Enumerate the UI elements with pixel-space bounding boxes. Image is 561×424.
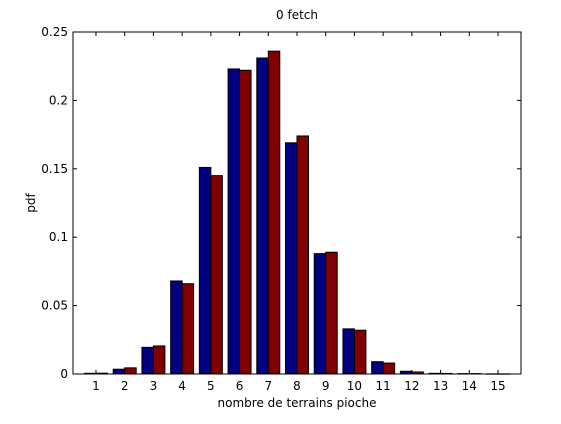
x-tick-label-13: 13 xyxy=(433,379,448,393)
x-tick-label-4: 4 xyxy=(178,379,186,393)
bar-series-2-5 xyxy=(211,176,222,374)
x-tick-label-7: 7 xyxy=(264,379,272,393)
bar-series-1-8 xyxy=(286,143,297,374)
x-tick-label-6: 6 xyxy=(236,379,244,393)
bar-series-1-5 xyxy=(199,167,210,374)
bar-series-1-6 xyxy=(228,69,239,374)
bars-layer xyxy=(84,51,509,374)
y-tick-label-0.2: 0.2 xyxy=(49,93,68,107)
bar-series-1-10 xyxy=(343,329,354,374)
x-tick-label-5: 5 xyxy=(207,379,215,393)
x-tick-label-14: 14 xyxy=(462,379,477,393)
bar-series-2-6 xyxy=(240,70,251,374)
chart-title: 0 fetch xyxy=(276,8,318,22)
y-tick-label-0.1: 0.1 xyxy=(49,230,68,244)
bar-series-2-11 xyxy=(383,363,394,374)
bar-series-2-9 xyxy=(326,252,337,374)
bar-series-2-8 xyxy=(297,136,308,374)
x-axis-label: nombre de terrains pioche xyxy=(218,396,377,410)
y-tick-label-0.15: 0.15 xyxy=(41,162,68,176)
y-tick-label-0: 0 xyxy=(60,367,68,381)
bar-series-1-9 xyxy=(314,254,325,374)
bar-series-1-7 xyxy=(257,58,268,374)
x-tick-label-2: 2 xyxy=(121,379,129,393)
bar-series-2-3 xyxy=(153,346,164,374)
x-tick-label-10: 10 xyxy=(347,379,362,393)
bar-series-2-10 xyxy=(354,330,365,374)
x-tick-label-3: 3 xyxy=(150,379,158,393)
x-tick-label-15: 15 xyxy=(490,379,505,393)
y-axis-label: pdf xyxy=(24,193,38,213)
bar-series-1-2 xyxy=(113,369,124,374)
x-tick-label-11: 11 xyxy=(376,379,391,393)
bar-series-1-11 xyxy=(372,362,383,374)
bar-series-2-7 xyxy=(268,51,279,374)
x-tick-label-12: 12 xyxy=(404,379,419,393)
bar-series-2-2 xyxy=(125,368,136,374)
x-tick-label-8: 8 xyxy=(293,379,301,393)
x-tick-label-1: 1 xyxy=(92,379,100,393)
x-tick-label-9: 9 xyxy=(322,379,330,393)
bar-series-2-4 xyxy=(182,284,193,374)
y-tick-label-0.05: 0.05 xyxy=(41,299,68,313)
y-tick-label-0.25: 0.25 xyxy=(41,25,68,39)
bar-series-1-3 xyxy=(142,347,153,374)
bar-series-1-4 xyxy=(171,281,182,374)
